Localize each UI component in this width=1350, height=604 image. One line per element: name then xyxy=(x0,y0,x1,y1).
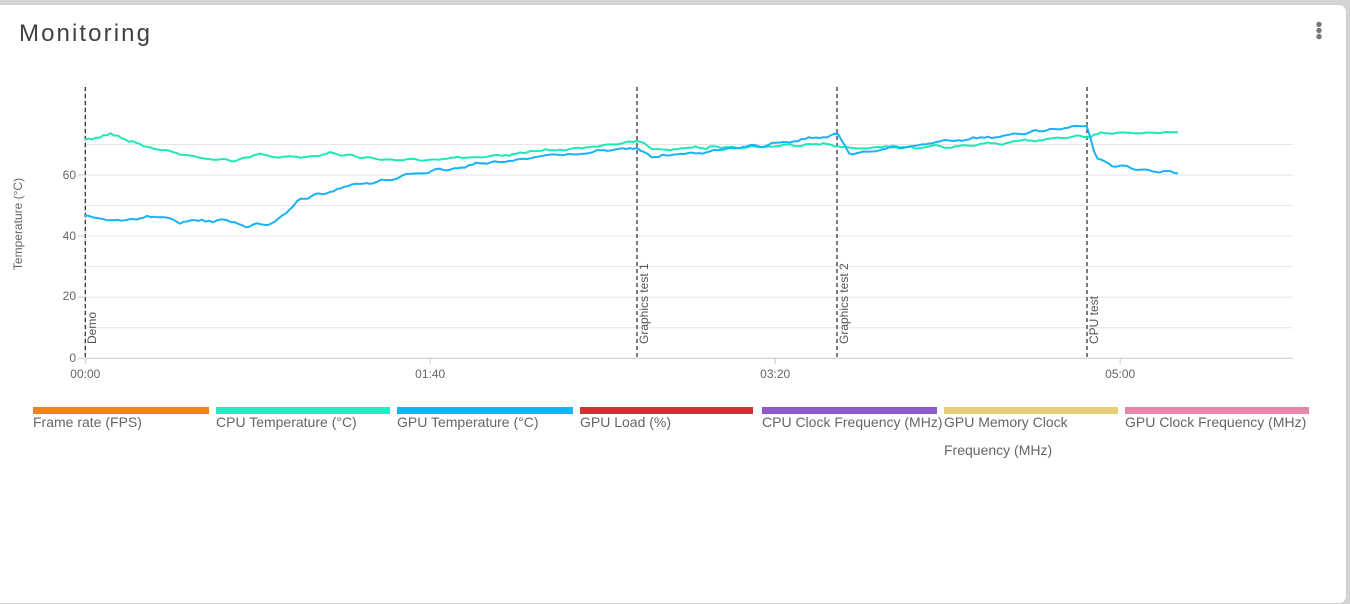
svg-text:05:00: 05:00 xyxy=(1105,367,1135,381)
svg-text:60: 60 xyxy=(63,168,77,182)
svg-text:CPU test: CPU test xyxy=(1087,295,1101,344)
svg-text:01:40: 01:40 xyxy=(415,367,445,381)
svg-text:Temperature (°C): Temperature (°C) xyxy=(11,178,25,270)
svg-text:Demo: Demo xyxy=(85,312,99,344)
svg-text:00:00: 00:00 xyxy=(70,367,100,381)
svg-text:20: 20 xyxy=(63,289,77,303)
svg-text:Graphics test 2: Graphics test 2 xyxy=(837,263,851,344)
svg-text:Graphics test 1: Graphics test 1 xyxy=(637,263,651,344)
svg-text:40: 40 xyxy=(63,229,77,243)
svg-text:03:20: 03:20 xyxy=(760,367,790,381)
svg-text:0: 0 xyxy=(69,351,76,365)
